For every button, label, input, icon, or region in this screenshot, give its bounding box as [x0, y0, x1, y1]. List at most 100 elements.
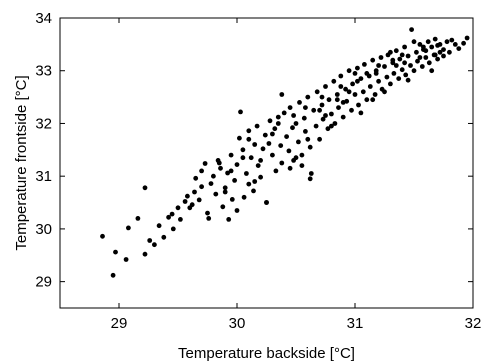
data-point: [408, 63, 413, 68]
data-point: [228, 168, 234, 174]
data-point: [284, 134, 289, 140]
x-tick-label: 29: [111, 315, 128, 332]
data-point: [299, 152, 305, 158]
data-point: [396, 76, 402, 81]
data-point: [319, 94, 325, 100]
data-point: [222, 185, 228, 191]
data-point: [429, 44, 435, 50]
data-point: [238, 109, 243, 115]
data-point: [393, 63, 399, 68]
data-point: [329, 123, 334, 129]
data-point: [426, 60, 432, 66]
data-point: [323, 84, 328, 89]
data-point: [376, 78, 381, 84]
data-point: [135, 216, 141, 221]
data-point: [352, 92, 358, 97]
data-point: [393, 48, 399, 54]
data-point: [275, 114, 281, 120]
data-point: [399, 67, 405, 73]
data-point: [113, 249, 118, 255]
data-point: [264, 200, 269, 205]
data-point: [372, 92, 378, 97]
data-point: [338, 73, 344, 79]
x-tick-label: 31: [347, 315, 364, 332]
data-point: [432, 52, 438, 58]
data-point: [452, 42, 458, 47]
data-point: [305, 94, 311, 100]
data-point: [362, 62, 367, 67]
data-point: [331, 78, 337, 84]
data-point: [346, 89, 352, 95]
y-tick-label: 33: [35, 63, 52, 80]
data-point: [196, 197, 202, 203]
data-point: [291, 113, 296, 118]
data-point: [258, 158, 263, 163]
data-point: [419, 64, 425, 69]
data-point: [279, 92, 285, 97]
data-point: [296, 139, 301, 145]
data-point: [376, 63, 381, 68]
data-point: [343, 86, 348, 92]
data-point: [301, 115, 307, 121]
data-point: [229, 197, 235, 202]
ticks-layer: 29 30 31 32 29 30 31 32 33 34: [35, 10, 481, 332]
data-point: [287, 165, 293, 171]
data-point: [384, 74, 390, 80]
data-point: [425, 39, 431, 45]
data-point: [391, 71, 397, 76]
data-point: [226, 217, 232, 222]
data-point: [449, 37, 455, 43]
data-point: [216, 160, 222, 166]
y-tick-label: 34: [35, 10, 52, 27]
data-point: [417, 55, 423, 60]
data-point: [251, 188, 256, 194]
data-point: [225, 170, 231, 176]
data-point: [364, 97, 370, 103]
data-point: [367, 84, 373, 89]
data-point: [405, 53, 411, 59]
data-point: [307, 176, 313, 182]
data-point: [166, 214, 172, 220]
data-point: [323, 113, 328, 118]
data-point: [110, 272, 116, 278]
data-point: [402, 44, 407, 50]
data-point: [244, 171, 249, 176]
data-point: [432, 36, 438, 42]
data-point: [423, 48, 429, 54]
data-point: [260, 146, 266, 152]
data-point: [364, 71, 370, 76]
x-tick-label: 30: [229, 315, 246, 332]
data-point: [382, 89, 387, 95]
data-point: [218, 165, 223, 171]
x-tick-label: 32: [465, 315, 482, 332]
data-point: [441, 47, 446, 52]
data-point: [411, 68, 417, 74]
data-point: [399, 52, 405, 58]
data-point: [266, 141, 272, 146]
data-point: [293, 155, 299, 161]
data-point: [311, 107, 317, 113]
data-point: [336, 105, 341, 110]
data-point: [305, 136, 311, 142]
points-layer: [100, 27, 470, 278]
x-axis-label: Temperature backside [°C]: [178, 345, 355, 362]
data-point: [349, 107, 354, 113]
data-point: [211, 173, 216, 179]
data-point: [307, 144, 313, 150]
data-point: [352, 71, 358, 76]
data-point: [286, 148, 292, 154]
data-point: [382, 64, 387, 69]
data-point: [278, 143, 284, 149]
data-point: [437, 49, 443, 55]
data-point: [208, 181, 214, 187]
data-point: [202, 161, 208, 166]
data-point: [441, 53, 446, 59]
data-point: [248, 155, 254, 161]
data-point: [275, 121, 281, 126]
data-point: [258, 174, 263, 180]
data-point: [320, 116, 326, 122]
data-point: [355, 78, 360, 84]
data-point: [317, 136, 322, 142]
data-point: [182, 199, 188, 204]
